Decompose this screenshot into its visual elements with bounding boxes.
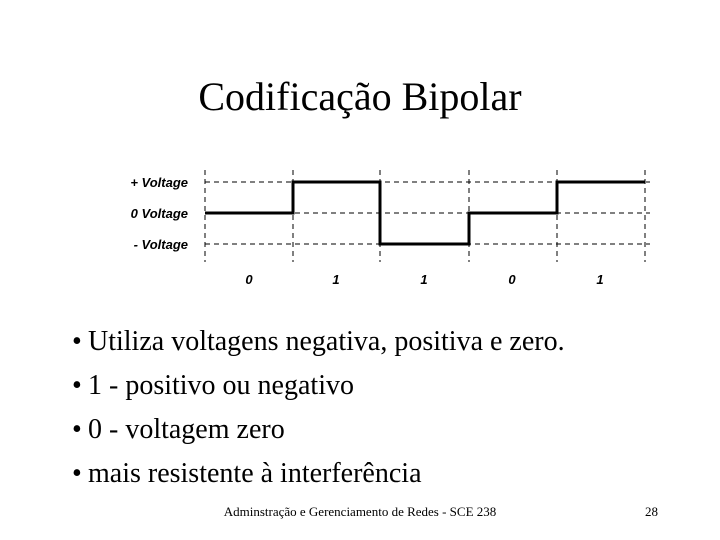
level-label: + Voltage bbox=[130, 175, 188, 190]
bit-label: 0 bbox=[508, 272, 516, 287]
footer-text: Adminstração e Gerenciamento de Redes - … bbox=[224, 504, 497, 519]
bullet: • bbox=[72, 414, 82, 445]
level-label: 0 Voltage bbox=[131, 206, 188, 221]
signal bbox=[205, 180, 645, 246]
bit-label: 1 bbox=[420, 272, 427, 287]
level-label: - Voltage bbox=[134, 237, 188, 252]
bit-label: 0 bbox=[245, 272, 253, 287]
bullet: • bbox=[72, 370, 82, 401]
bullet-text: 0 - voltagem zero bbox=[88, 414, 285, 445]
page-number: 28 bbox=[645, 504, 658, 519]
bullet-text: 1 - positivo ou negativo bbox=[88, 370, 354, 401]
bullet: • bbox=[72, 326, 82, 357]
bit-label: 1 bbox=[332, 272, 339, 287]
bullet-text: mais resistente à interferência bbox=[88, 458, 422, 489]
waveform-diagram: + Voltage 0 Voltage - Voltage 0 1 1 0 1 bbox=[130, 170, 650, 287]
bit-label: 1 bbox=[596, 272, 603, 287]
slide-title: Codificação Bipolar bbox=[198, 74, 521, 119]
bullet-text: Utiliza voltagens negativa, positiva e z… bbox=[88, 326, 565, 357]
bullet: • bbox=[72, 458, 82, 489]
bullet-list: • Utiliza voltagens negativa, positiva e… bbox=[72, 326, 565, 489]
